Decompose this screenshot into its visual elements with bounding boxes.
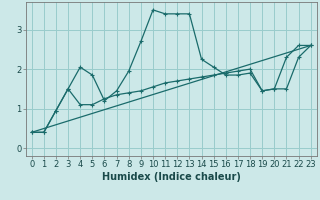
X-axis label: Humidex (Indice chaleur): Humidex (Indice chaleur) bbox=[102, 172, 241, 182]
